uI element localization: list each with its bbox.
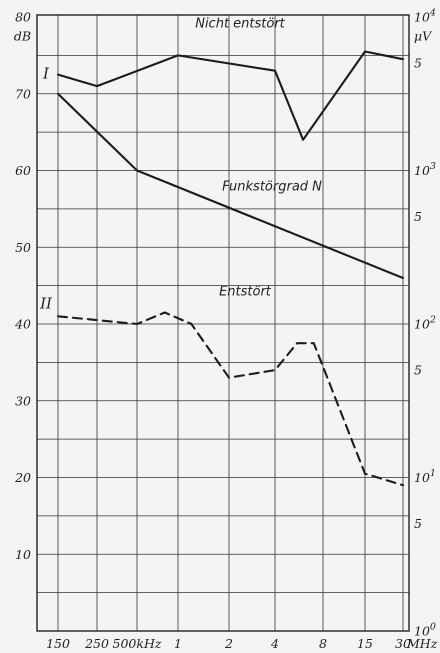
series-line-2 <box>56 92 405 280</box>
y-left-tick-label: 30 <box>15 393 31 408</box>
y-left-tick-label: 40 <box>14 317 31 332</box>
x-unit-label: MHz <box>406 636 438 651</box>
x-tick-label: 250 <box>84 636 109 651</box>
x-tick-label: 8 <box>319 636 327 651</box>
series-name-1: Nicht entstört <box>195 17 285 32</box>
series-marker-3: II <box>39 295 53 313</box>
series-name-2: Funkstörgrad N <box>222 179 322 194</box>
y-left-tick-label: 50 <box>15 240 31 255</box>
y-right-unit: μV <box>414 29 433 44</box>
y-right-tick-label: 5 <box>414 516 422 531</box>
series-marker-1: I <box>42 64 50 82</box>
y-right-tick-label: 100 <box>414 622 436 639</box>
x-tick-label: 2 <box>224 636 233 651</box>
y-left-unit: dB <box>14 29 31 44</box>
x-tick-label: 150 <box>46 636 70 651</box>
y-left-tick-label: 80 <box>15 10 31 25</box>
x-tick-label: 15 <box>357 636 373 651</box>
y-right-tick-label: 5 <box>414 209 422 224</box>
y-right-tick-label: 5 <box>414 56 422 71</box>
series-name-3: Entstört <box>219 285 272 300</box>
y-right-tick-label: 102 <box>414 315 436 332</box>
grid <box>37 15 409 631</box>
x-tick-label: 500kHz <box>113 636 162 651</box>
series-line-3 <box>56 311 405 487</box>
plot-frame <box>36 14 410 632</box>
series-line-1 <box>56 50 405 141</box>
series-layer <box>56 50 405 487</box>
y-right-tick-label: 101 <box>414 468 436 485</box>
y-left-tick-label: 20 <box>14 470 31 485</box>
x-tick-label: 1 <box>174 636 182 651</box>
y-left-tick-label: 70 <box>15 86 31 101</box>
x-tick-label: 30 <box>395 636 411 651</box>
x-tick-label: 4 <box>270 636 279 651</box>
y-right-tick-label: 104 <box>414 8 436 25</box>
y-left-tick-label: 10 <box>15 547 31 562</box>
y-left-tick-label: 60 <box>15 163 31 178</box>
y-right-tick-label: 5 <box>414 363 422 378</box>
y-right-tick-label: 103 <box>414 161 436 178</box>
label-layer: 10 20 30 40 50 60 70 80 dB 100 5 101 5 102 5 103 5 104 μV 1… <box>14 8 438 652</box>
